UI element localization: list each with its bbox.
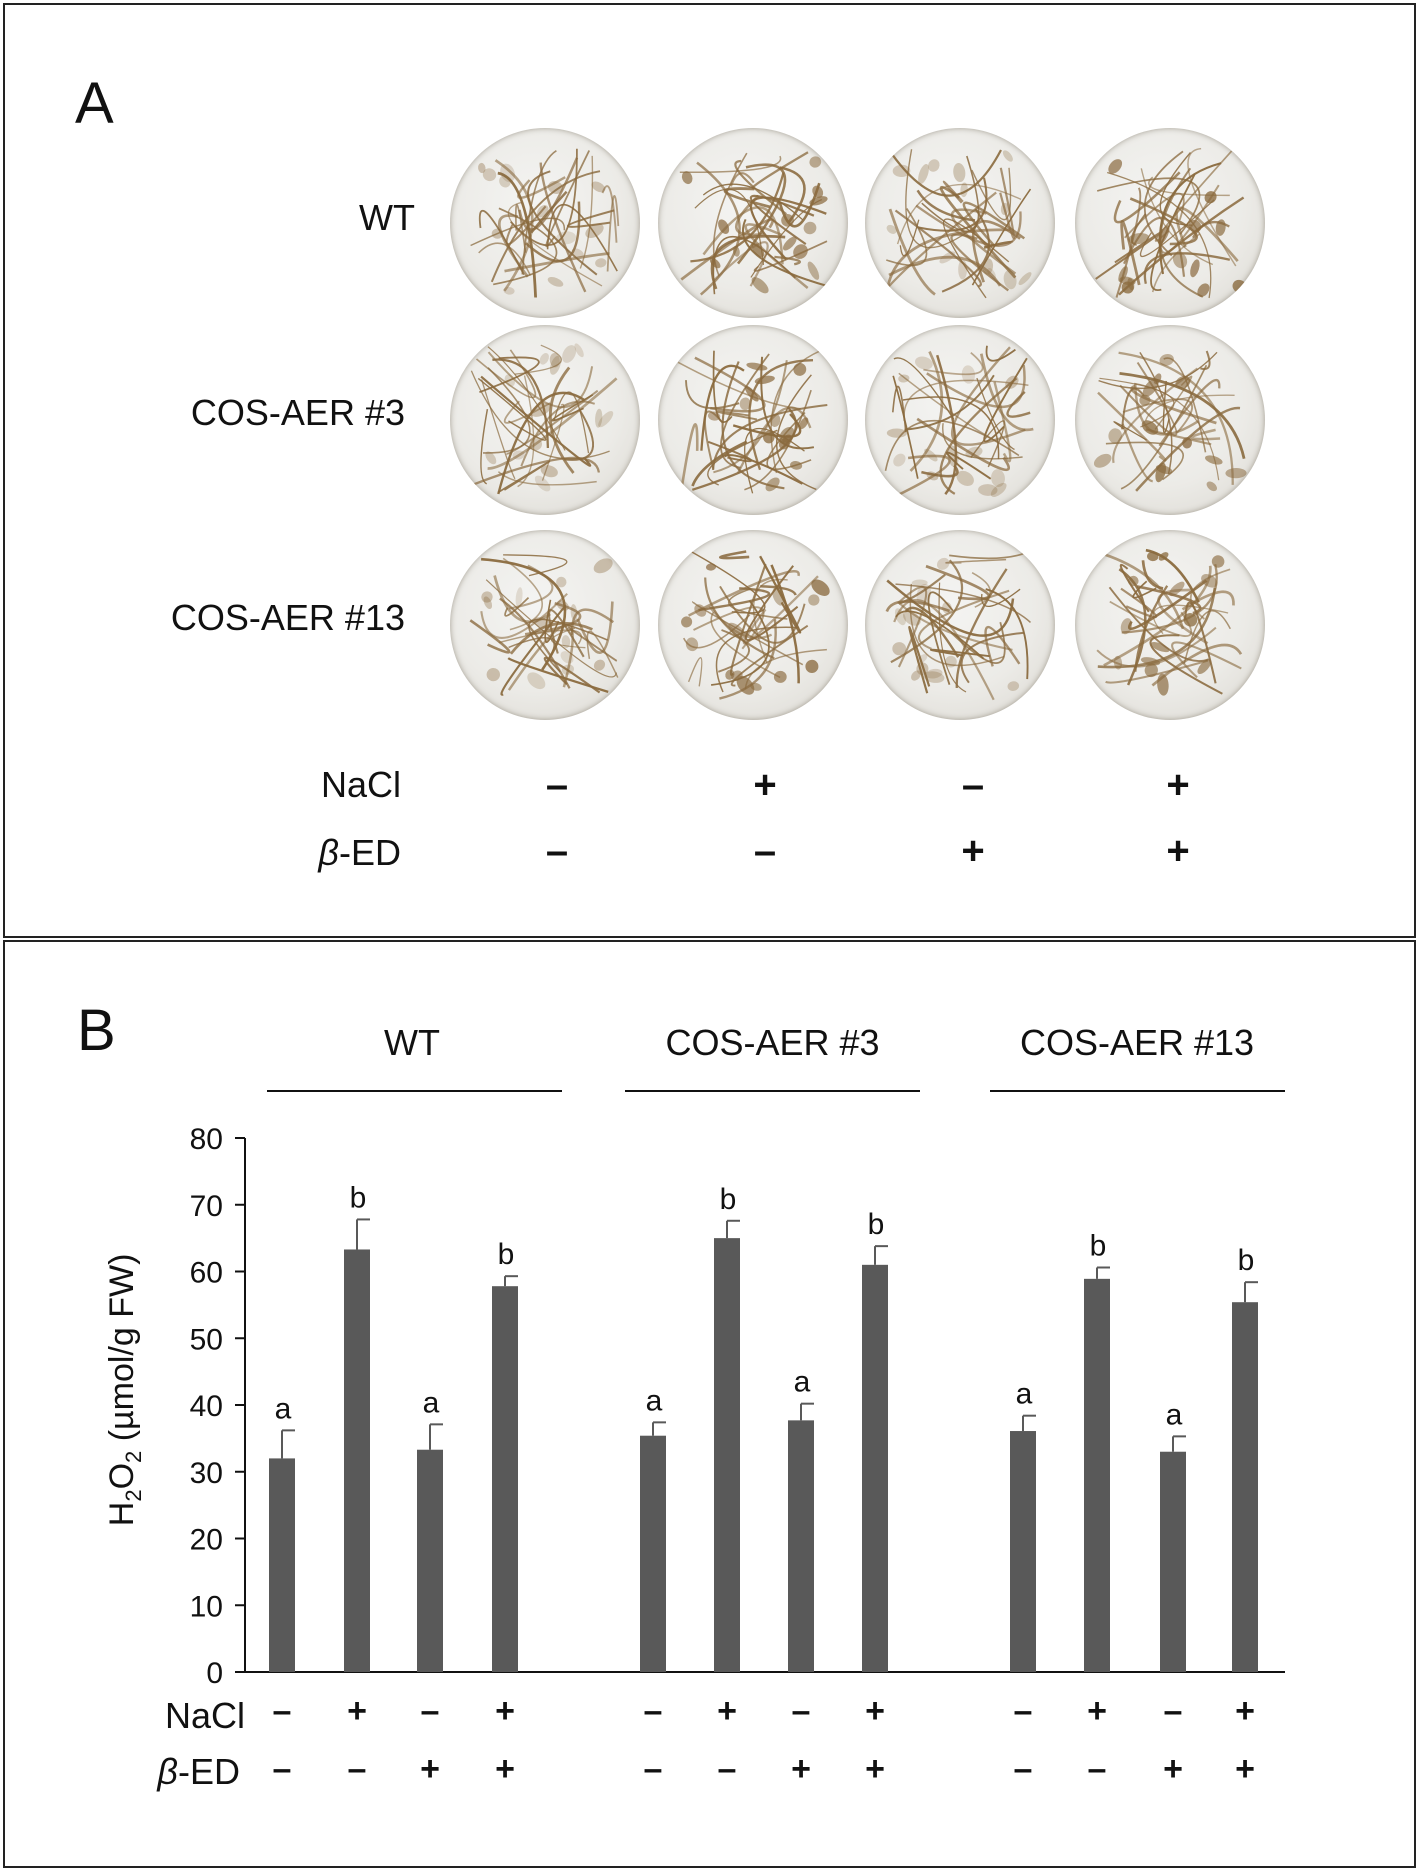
group-underline-wt	[267, 1090, 562, 1092]
sign-b-row1-6: +	[717, 1692, 737, 1730]
sign-a-nacl-3: –	[961, 763, 985, 807]
h2o2-bar-chart: 0 10 20 30 40 50 60 70 80 a b a b a b a b a b a b	[190, 1123, 1285, 1690]
seedling-dish-c13-3	[865, 530, 1055, 720]
sign-b-row2-4: +	[495, 1750, 515, 1788]
significance-letter-g1-3: a	[423, 1386, 440, 1419]
sign-a-nacl-2: +	[753, 763, 777, 807]
row-label-cos-aer-3: COS-AER #3	[190, 392, 405, 433]
significance-letter-g3-4: b	[1238, 1244, 1255, 1277]
sign-a-nacl-4: +	[1166, 763, 1190, 807]
significance-letter-g2-1: a	[646, 1384, 663, 1417]
seedling-dish-c3-2	[658, 325, 848, 515]
sign-b-row1-3: –	[420, 1692, 440, 1730]
bar-g1-3	[417, 1449, 443, 1672]
sign-b-row1-9: –	[1013, 1692, 1033, 1730]
sign-b-row2-2: –	[347, 1750, 367, 1788]
seedling-dish-c3-1	[450, 325, 640, 515]
sign-b-row1-8: +	[865, 1692, 885, 1730]
sign-b-row1-2: +	[347, 1692, 367, 1730]
beta-symbol-b: β	[157, 1751, 178, 1792]
significance-letter-g2-3: a	[794, 1366, 811, 1399]
seedling-dish-wt-3	[865, 128, 1055, 318]
seedling-dish-c13-1	[450, 530, 640, 720]
sign-b-row1-10: +	[1087, 1692, 1107, 1730]
sign-a-nacl-1: –	[545, 763, 569, 807]
y-tick-label-60: 60	[190, 1257, 223, 1290]
significance-letter-g3-1: a	[1016, 1378, 1033, 1411]
sign-b-row2-3: +	[420, 1750, 440, 1788]
group-label-wt: WT	[384, 1022, 440, 1063]
y-tick-label-10: 10	[190, 1590, 223, 1623]
sign-a-bed-1: –	[545, 829, 569, 873]
sign-b-row1-1: –	[272, 1692, 292, 1730]
treatment-label-b-beta-ed: β-ED	[125, 1754, 240, 1790]
sign-b-row2-5: –	[643, 1750, 663, 1788]
y-tick-label-20: 20	[190, 1524, 223, 1557]
panel-b-letter: B	[77, 998, 116, 1063]
significance-letter-g2-4: b	[868, 1208, 885, 1241]
panel-a-letter: A	[75, 71, 114, 136]
panel-a: A WT COS-AER #3 COS-AER #13 NaCl β-ED – …	[3, 3, 1416, 938]
beta-ed-suffix: -ED	[339, 832, 401, 873]
sign-b-row2-8: +	[865, 1750, 885, 1788]
y-tick-label-40: 40	[190, 1390, 223, 1423]
bar-g1-4	[492, 1286, 518, 1672]
sign-b-row2-11: +	[1163, 1750, 1183, 1788]
significance-letter-g2-2: b	[720, 1183, 737, 1216]
group-label-cos-aer-3: COS-AER #3	[665, 1022, 880, 1063]
row-label-wt: WT	[359, 197, 415, 238]
treatment-label-beta-ed: β-ED	[305, 835, 401, 871]
sign-a-bed-3: +	[961, 829, 985, 873]
y-tick-label-80: 80	[190, 1123, 223, 1156]
seedling-dish-c3-3	[865, 325, 1055, 515]
bar-g2-1	[640, 1435, 666, 1672]
significance-letter-g3-2: b	[1090, 1229, 1107, 1262]
bar-g3-3	[1160, 1451, 1186, 1672]
significance-letter-g3-3: a	[1166, 1398, 1183, 1431]
sign-b-row2-12: +	[1235, 1750, 1255, 1788]
panel-b: B WT COS-AER #3 COS-AER #13 H2O2 (µmol/g…	[3, 940, 1416, 1868]
y-tick-label-0: 0	[206, 1657, 223, 1690]
sign-b-row1-5: –	[643, 1692, 663, 1730]
y-tick-label-30: 30	[190, 1457, 223, 1490]
bar-g3-1	[1010, 1431, 1036, 1672]
bar-g3-2	[1084, 1278, 1110, 1672]
bar-g2-4	[862, 1264, 888, 1672]
seedling-dish-wt-4	[1075, 128, 1265, 318]
group-underline-cos-aer-13	[990, 1090, 1285, 1092]
seedling-dish-c3-4	[1075, 325, 1265, 515]
sign-b-row2-1: –	[272, 1750, 292, 1788]
beta-symbol: β	[318, 832, 339, 873]
bar-g1-1	[269, 1458, 295, 1672]
bar-g2-3	[788, 1420, 814, 1672]
significance-letter-g1-1: a	[275, 1392, 292, 1425]
bar-g1-2	[344, 1249, 370, 1672]
sign-b-row2-6: –	[717, 1750, 737, 1788]
seedling-dish-wt-2	[658, 128, 848, 318]
y-tick-label-50: 50	[190, 1323, 223, 1356]
sign-b-row1-12: +	[1235, 1692, 1255, 1730]
group-label-cos-aer-13: COS-AER #13	[1019, 1022, 1255, 1063]
sign-b-row2-10: –	[1087, 1750, 1107, 1788]
treatment-label-nacl: NaCl	[320, 764, 401, 805]
row-label-cos-aer-13: COS-AER #13	[170, 597, 405, 638]
seedling-dish-c13-4	[1075, 530, 1265, 720]
sign-b-row1-7: –	[791, 1692, 811, 1730]
significance-letter-g1-2: b	[350, 1181, 367, 1214]
sign-b-row1-11: –	[1163, 1692, 1183, 1730]
seedling-dish-wt-1	[450, 128, 640, 318]
bar-g2-2	[714, 1238, 740, 1672]
sign-b-row2-7: +	[791, 1750, 811, 1788]
seedling-dish-c13-2	[658, 530, 848, 720]
group-underline-cos-aer-3	[625, 1090, 920, 1092]
treatment-label-b-nacl: NaCl	[164, 1695, 245, 1736]
sign-b-row2-9: –	[1013, 1750, 1033, 1788]
sign-a-bed-2: –	[753, 829, 777, 873]
y-tick-label-70: 70	[190, 1190, 223, 1223]
significance-letter-g1-4: b	[498, 1238, 515, 1271]
beta-ed-suffix-b: -ED	[178, 1751, 240, 1792]
sign-a-bed-4: +	[1166, 829, 1190, 873]
sign-b-row1-4: +	[495, 1692, 515, 1730]
bar-g3-4	[1232, 1302, 1258, 1672]
